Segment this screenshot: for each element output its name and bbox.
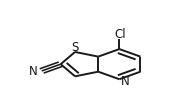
Text: S: S bbox=[71, 41, 79, 53]
Text: Cl: Cl bbox=[114, 28, 126, 41]
Text: N: N bbox=[120, 74, 129, 87]
Text: N: N bbox=[29, 64, 38, 77]
